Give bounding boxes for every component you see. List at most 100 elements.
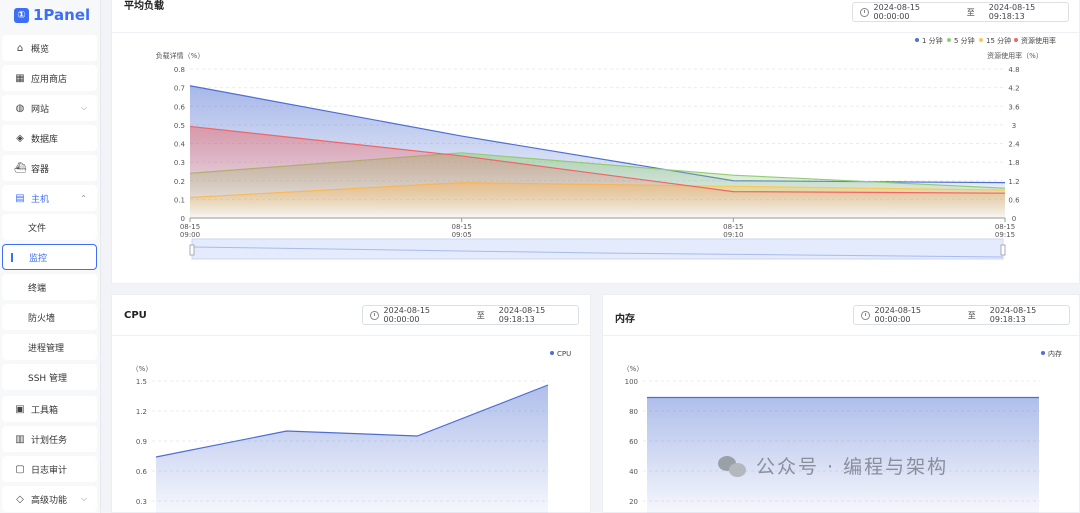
y-tick-label: 60 <box>629 438 638 446</box>
log-icon: ▢ <box>15 463 25 475</box>
sidebar-item-overview[interactable]: ⌂ 概览 <box>2 35 97 61</box>
y-tick-label: 100 <box>625 378 638 386</box>
legend-label: 15 分钟 <box>986 36 1011 45</box>
x-tick-label: 08-15 <box>995 223 1015 231</box>
sidebar-item-label: 主机 <box>31 194 50 205</box>
sidebar-item-process[interactable]: 进程管理 <box>2 334 97 360</box>
sidebar-item-label: 容器 <box>31 164 50 175</box>
zoom-handle-right[interactable] <box>1000 244 1006 256</box>
y-axis-title: （%） <box>623 365 644 373</box>
legend-label: 内存 <box>1048 349 1062 358</box>
sidebar-item-app-store[interactable]: ▦ 应用商店 <box>2 65 97 91</box>
sidebar-item-container[interactable]: ⛴ 容器 <box>2 155 97 181</box>
series-line <box>189 125 1006 194</box>
date-range-picker[interactable]: 2024-08-15 00:00:00 至 2024-08-15 09:18:1… <box>853 305 1070 325</box>
y-tick-label: 0.5 <box>174 122 185 130</box>
diamond-icon: ◇ <box>16 493 24 505</box>
x-tick-label: 08-15 <box>723 223 743 231</box>
sidebar-item-label: 防火墙 <box>28 313 56 324</box>
y2-tick-label: 4.8 <box>1008 66 1019 74</box>
date-end: 2024-08-15 09:18:13 <box>988 3 1036 21</box>
sidebar-item-label: 计划任务 <box>31 435 68 446</box>
y-tick-label: 0.1 <box>174 196 185 204</box>
toolbox-icon: ▣ <box>15 403 25 415</box>
x-tick-label: 09:10 <box>723 231 743 239</box>
date-separator: 至 <box>966 7 975 17</box>
clock-icon <box>860 7 869 17</box>
zoom-slider-preview <box>191 246 1004 258</box>
sidebar-item-label: 网站 <box>31 104 50 115</box>
sidebar-item-advanced[interactable]: ◇ 高级功能 ⌵ <box>2 486 97 512</box>
y-tick-label: 0 <box>181 215 185 223</box>
y2-tick-label: 3 <box>1012 122 1016 130</box>
y-tick-label: 0.6 <box>174 103 186 111</box>
globe-icon: ◍ <box>15 102 25 114</box>
legend-label: 5 分钟 <box>954 36 975 45</box>
legend-label: 1 分钟 <box>922 36 943 45</box>
x-tick-label: 09:15 <box>995 231 1015 239</box>
sidebar-item-label: 应用商店 <box>31 74 68 85</box>
sidebar-item-database[interactable]: ◈ 数据库 <box>2 125 97 151</box>
divider <box>112 335 590 336</box>
server-icon: ▤ <box>15 192 25 204</box>
sidebar-item-monitor[interactable]: 监控 <box>2 244 97 270</box>
y2-tick-label: 4.2 <box>1008 85 1019 93</box>
panel-header: 平均负载 <box>112 1 1079 23</box>
sidebar-item-firewall[interactable]: 防火墙 <box>2 304 97 330</box>
sidebar-item-label: 进程管理 <box>28 343 65 354</box>
logo-icon: ① <box>14 7 29 23</box>
sidebar-item-host[interactable]: ▤ 主机 ⌃ <box>2 185 97 211</box>
y-axis-title: （%） <box>132 365 153 373</box>
cpu-panel: CPU 2024-08-15 00:00:00 至 2024-08-15 09:… <box>111 294 591 513</box>
load-average-chart: 0 0.1 0.2 0.3 0.4 0.5 0.6 0.7 0.8 0 0.6 1.2 1.8 2.4 3 3… <box>156 36 1056 260</box>
sidebar-item-log-audit[interactable]: ▢ 日志审计 <box>2 456 97 482</box>
y-tick-label: 0.2 <box>174 178 185 186</box>
sidebar-item-ssh[interactable]: SSH 管理 <box>2 364 97 390</box>
sidebar-item-label: 工具箱 <box>31 405 59 416</box>
home-icon: ⌂ <box>16 42 24 54</box>
clock-icon <box>370 310 379 320</box>
sidebar-item-toolbox[interactable]: ▣ 工具箱 <box>2 396 97 422</box>
sidebar-item-label: 日志审计 <box>31 465 68 476</box>
legend-marker <box>947 38 951 42</box>
divider <box>112 32 1079 33</box>
x-tick-label: 09:00 <box>180 231 200 239</box>
y-tick-label: 0.6 <box>136 468 148 476</box>
sidebar-item-cron[interactable]: ▥ 计划任务 <box>2 426 97 452</box>
logo[interactable]: ① 1Panel <box>0 0 100 30</box>
calendar-icon: ▥ <box>15 433 25 445</box>
legend-marker <box>1014 38 1018 42</box>
y-tick-label: 0.8 <box>174 66 185 74</box>
wechat-icon <box>718 454 748 478</box>
panel-title: 内存 <box>615 314 635 325</box>
sidebar-item-terminal[interactable]: 终端 <box>2 274 97 300</box>
zoom-handle-left[interactable] <box>189 244 195 256</box>
panel-title: 平均负载 <box>124 1 164 12</box>
date-range-picker[interactable]: 2024-08-15 00:00:00 至 2024-08-15 09:18:1… <box>362 305 579 325</box>
legend-label: CPU <box>557 350 571 358</box>
y2-axis-title: 资源使用率（%） <box>987 51 1043 60</box>
legend-marker <box>979 38 983 42</box>
sidebar-item-files[interactable]: 文件 <box>2 214 97 240</box>
y-tick-label: 40 <box>629 468 638 476</box>
date-start: 2024-08-15 00:00:00 <box>383 306 431 324</box>
y2-tick-label: 1.8 <box>1008 159 1019 167</box>
logo-text: 1Panel <box>33 6 91 24</box>
clock-icon <box>861 310 870 320</box>
legend-label: 资源使用率 <box>1021 36 1056 45</box>
chevron-up-icon: ⌃ <box>80 193 87 203</box>
watermark: 公众号 · 编程与架构 <box>718 452 948 479</box>
x-tick-label: 08-15 <box>451 223 471 231</box>
legend-marker <box>915 38 919 42</box>
y2-tick-label: 1.2 <box>1008 178 1019 186</box>
sidebar-item-website[interactable]: ◍ 网站 ⌵ <box>2 95 97 121</box>
date-range-picker[interactable]: 2024-08-15 00:00:00 至 2024-08-15 09:18:1… <box>852 2 1069 22</box>
container-icon: ⛴ <box>14 162 27 174</box>
series-area <box>190 126 1005 218</box>
x-tick-label: 09:05 <box>452 231 472 239</box>
sidebar-item-label: SSH 管理 <box>28 373 68 384</box>
watermark-text: 公众号 · 编程与架构 <box>756 456 949 478</box>
panel-title: CPU <box>124 310 147 321</box>
sidebar-item-label: 终端 <box>28 283 47 294</box>
date-end: 2024-08-15 09:18:13 <box>989 306 1037 324</box>
